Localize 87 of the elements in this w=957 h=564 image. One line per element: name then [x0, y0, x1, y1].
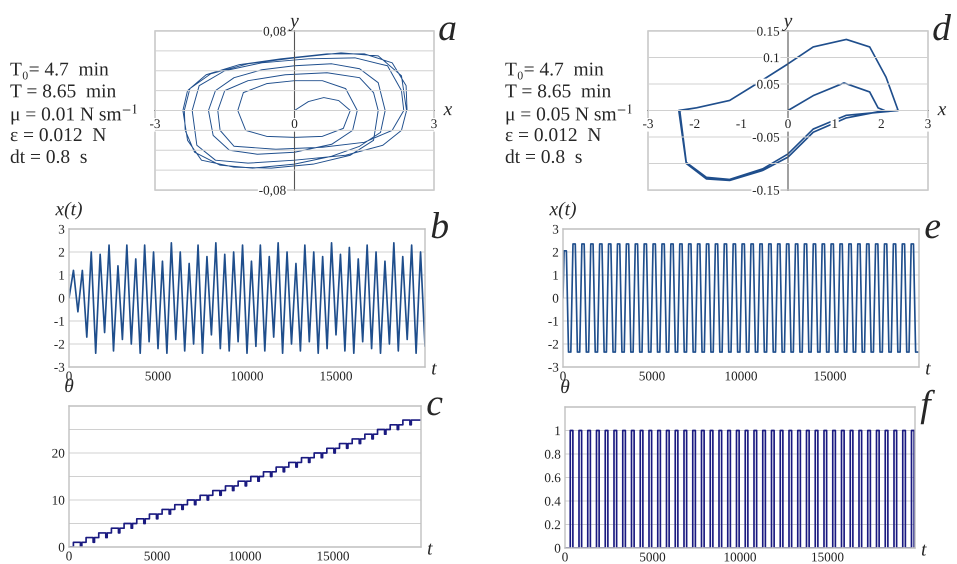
text: T = 8.65 min: [505, 84, 611, 98]
chart-title: f: [920, 390, 935, 424]
x-axis-title: t: [926, 363, 931, 375]
x-tick-label: 15000: [812, 552, 844, 562]
x-tick-label: -3: [150, 119, 160, 128]
y-tick-label: 0.8: [544, 450, 560, 459]
x-axis-title: x: [443, 106, 452, 116]
chart-title: e: [925, 220, 940, 238]
x-tick-label: 0: [66, 372, 72, 380]
y-tick-label: -2: [548, 340, 558, 349]
chart-title: b: [432, 212, 448, 238]
text: T₀= 4.7 min: [505, 62, 604, 80]
y-tick-label: 2: [58, 248, 64, 257]
y-tick-label: 1: [555, 426, 560, 436]
x-tick-label: 5000: [144, 552, 170, 560]
line-series: [678, 38, 899, 182]
y-axis-title: y: [288, 18, 299, 31]
y-tick-label: 0.05: [757, 80, 780, 89]
y-tick-label: 0: [58, 542, 64, 552]
y-tick-label: -2: [54, 340, 64, 349]
x-tick-label: 3: [925, 119, 931, 128]
x-tick-label: 10000: [724, 552, 756, 562]
x-axis-title: t: [428, 544, 433, 555]
text: dt = 0.8 s: [10, 149, 87, 164]
x-tick-label: -3: [642, 119, 653, 128]
x-tick-label: 5000: [640, 552, 666, 562]
y-tick-label: 0: [58, 294, 64, 303]
x-tick-label: -1: [736, 119, 746, 128]
y-tick-label: 1: [553, 270, 558, 280]
x-tick-label: 0: [66, 552, 72, 560]
x-tick-label: 0: [292, 119, 298, 128]
x-tick-label: 15000: [814, 372, 846, 380]
text: ε = 0.012 N: [506, 128, 601, 142]
y-axis-title: θ: [65, 378, 74, 392]
y-tick-label: 0.4: [544, 496, 561, 506]
y-tick-label: 0: [554, 544, 560, 553]
y-tick-label: 0,08: [264, 26, 286, 38]
y-tick-label: 0.15: [757, 26, 780, 36]
text: T₀= 4.7 min: [10, 62, 108, 80]
text: dt = 0.8 s: [506, 149, 582, 164]
chart-title: d: [933, 14, 952, 40]
x-tick-label: 15000: [320, 372, 352, 380]
x-tick-label: 5000: [146, 372, 171, 380]
chart-title: c: [427, 397, 443, 416]
x-tick-label: 10000: [230, 552, 261, 560]
y-axis-title: y: [782, 18, 792, 31]
y-tick-label: -1: [54, 316, 64, 326]
y-tick-label: 0.2: [544, 520, 560, 530]
text: μ = 0.05 N sm$^{−1}$: [506, 104, 632, 124]
y-tick-label: 0.1: [764, 53, 779, 62]
y-tick-label: -1: [548, 316, 558, 326]
y-axis-title: x(t): [549, 202, 576, 220]
y-tick-label: 0.6: [544, 473, 560, 482]
y-tick-label: 3: [552, 224, 558, 234]
y-tick-label: 10: [52, 496, 64, 505]
y-tick-label: -0.05: [752, 132, 780, 142]
x-tick-label: 1: [832, 119, 838, 128]
x-tick-label: 0: [562, 552, 568, 562]
y-tick-label: 20: [52, 448, 64, 458]
x-axis-title: t: [922, 544, 927, 556]
y-tick-label: -0,08: [259, 186, 286, 197]
chart-title: a: [439, 22, 456, 40]
x-tick-label: 15000: [318, 552, 349, 560]
y-tick-label: -0.15: [752, 186, 780, 195]
x-tick-label: 10000: [726, 372, 757, 380]
x-tick-label: 5000: [640, 372, 665, 380]
y-tick-label: 2: [552, 248, 558, 257]
y-tick-label: 0: [552, 294, 558, 303]
x-tick-label: 3: [431, 119, 437, 128]
line-series: [69, 242, 425, 354]
y-tick-label: 1: [59, 270, 64, 280]
line-series: [563, 243, 919, 353]
x-tick-label: 0: [785, 119, 791, 128]
x-tick-label: -2: [690, 119, 700, 128]
y-axis-title: x(t): [55, 202, 82, 220]
y-tick-label: 3: [58, 224, 64, 234]
text: T = 8.65 min: [10, 84, 116, 98]
line-series: [182, 52, 408, 169]
y-tick-label: -3: [548, 362, 558, 372]
y-tick-label: -3: [54, 362, 64, 372]
x-axis-title: x: [937, 106, 946, 116]
x-tick-label: 2: [878, 119, 884, 128]
text: μ = 0.01 N sm$^{−1}$: [12, 104, 137, 124]
x-tick-label: 10000: [232, 372, 263, 380]
text: ε = 0.012 N: [10, 128, 106, 142]
y-axis-title: θ: [561, 379, 570, 394]
x-axis-title: t: [432, 363, 437, 375]
